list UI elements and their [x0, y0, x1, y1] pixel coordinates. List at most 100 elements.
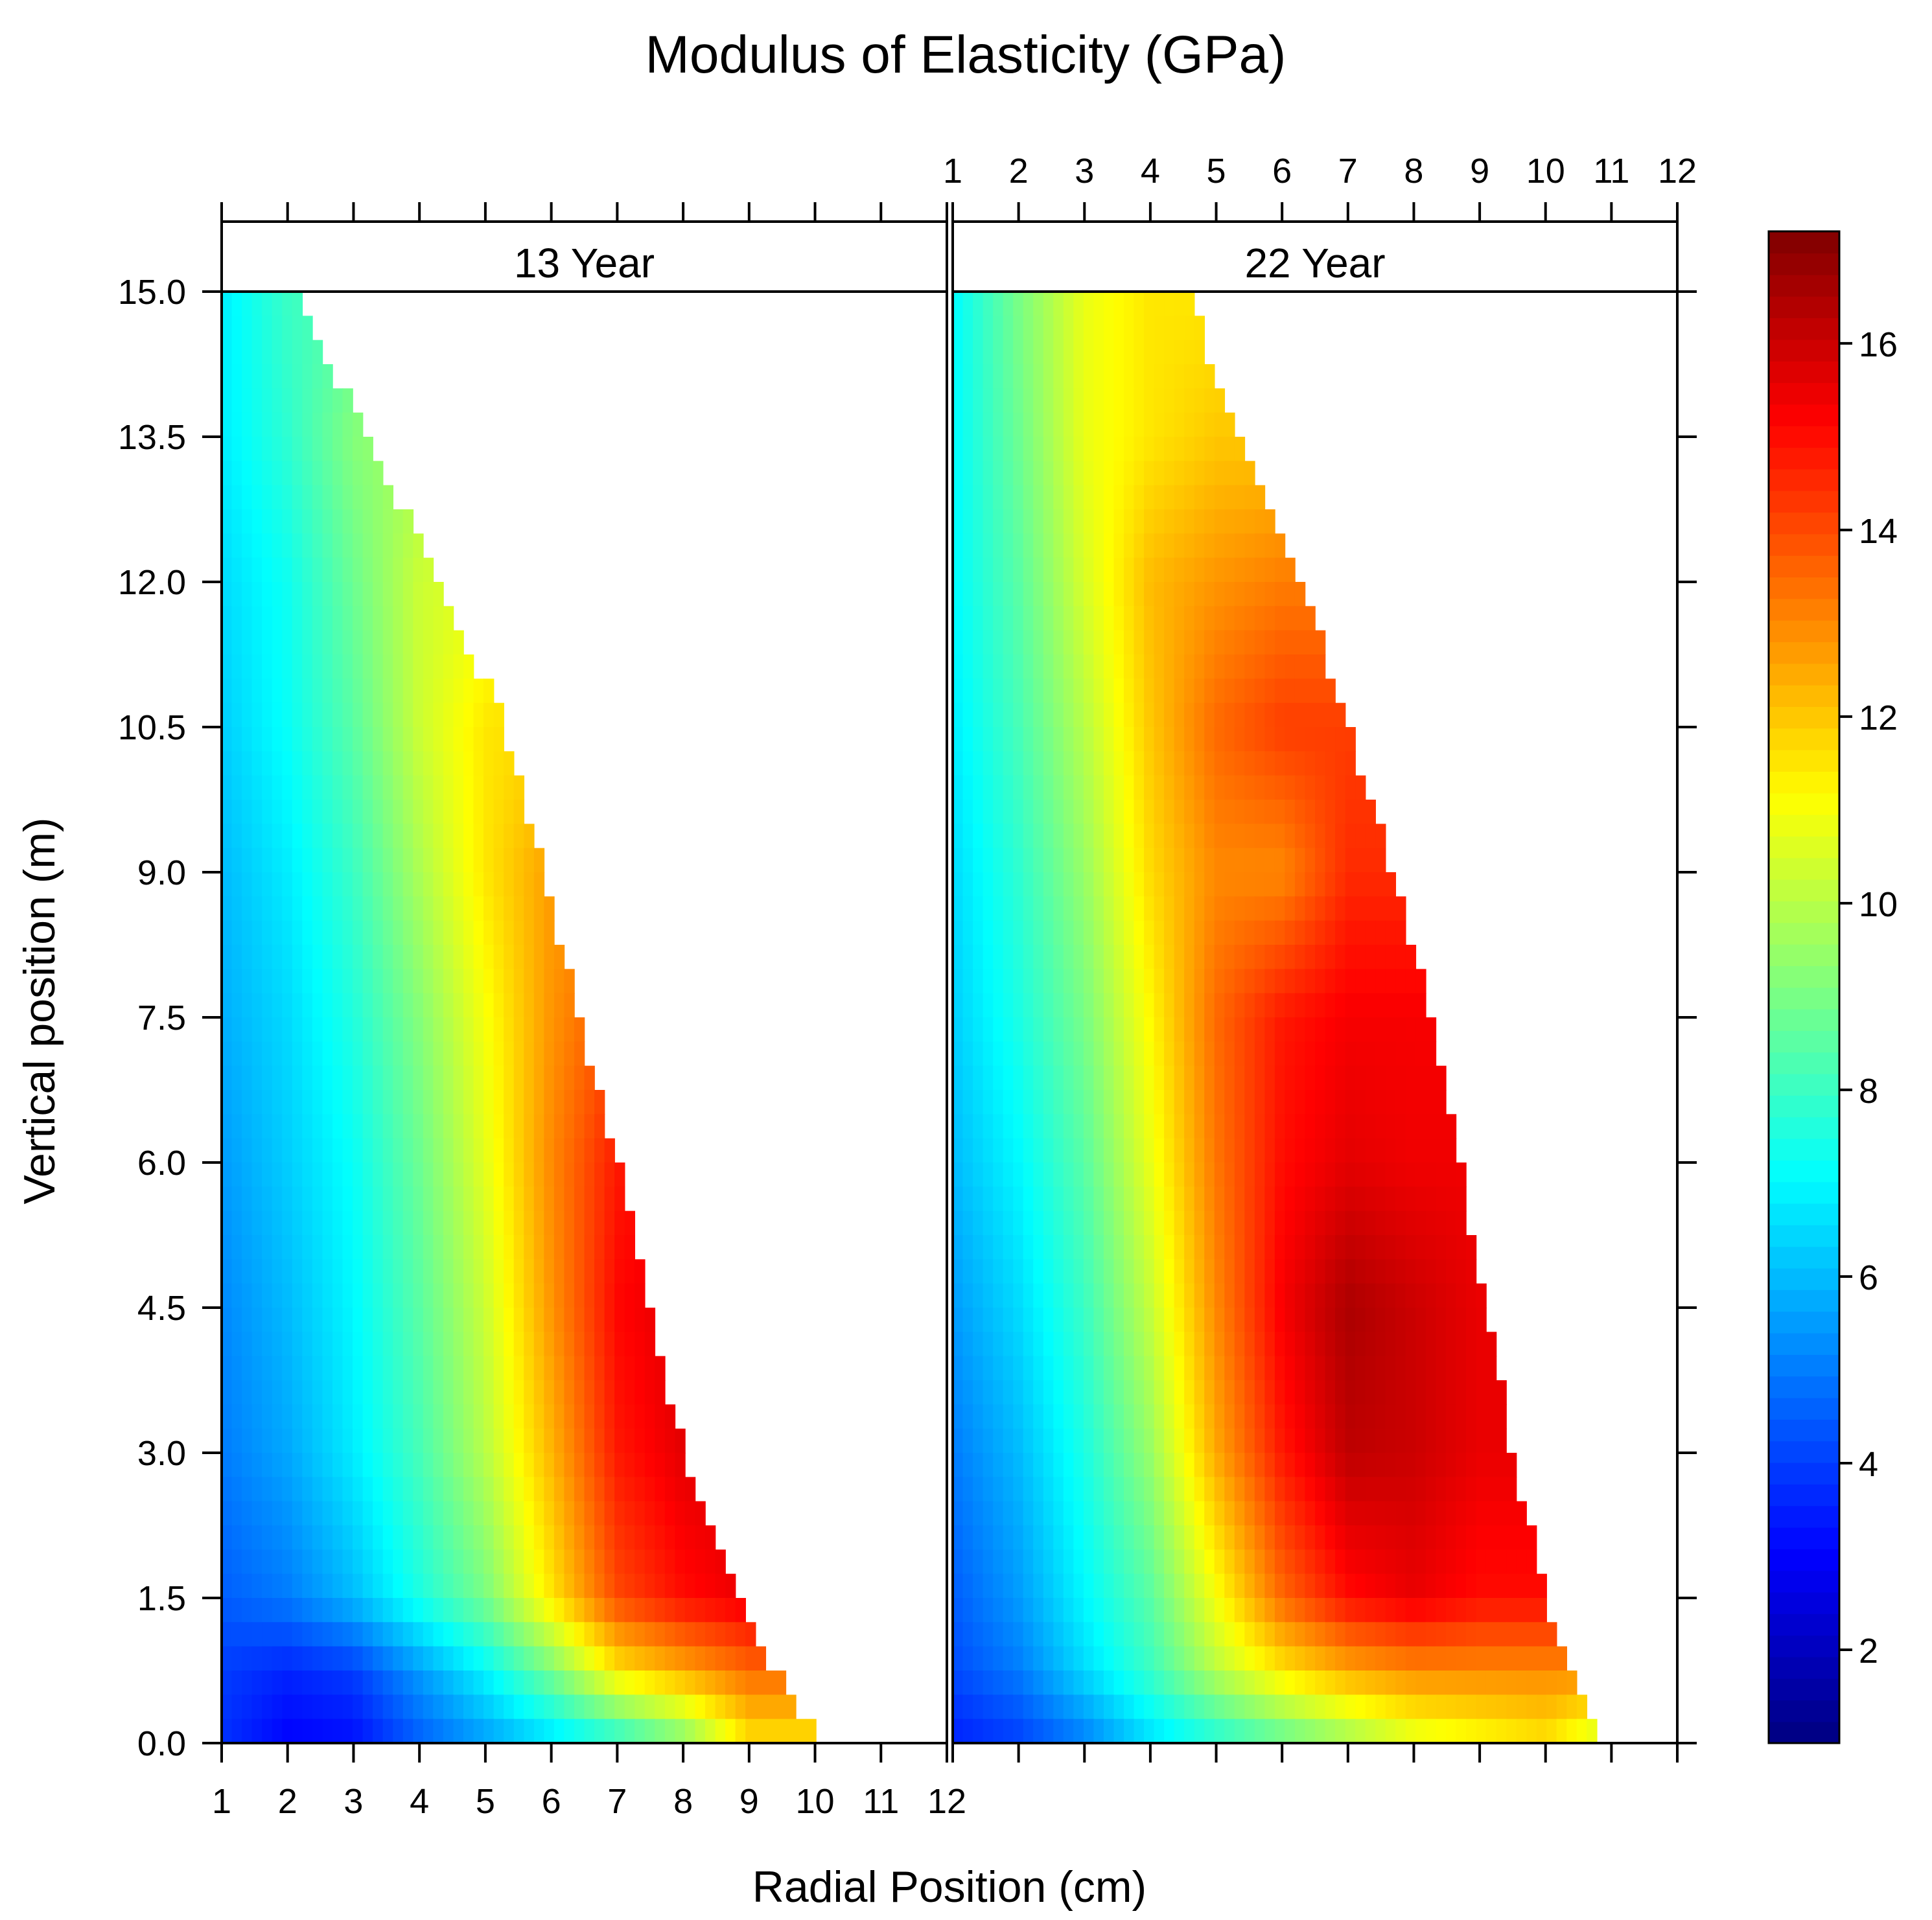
heatmap-cell [962, 582, 973, 607]
heatmap-cell [1073, 872, 1084, 897]
heatmap-cell [1204, 364, 1215, 389]
heatmap-cell [1335, 1259, 1346, 1284]
heatmap-cell [1456, 1162, 1467, 1188]
heatmap-cell [953, 1332, 964, 1357]
colorbar-band [1769, 1052, 1839, 1074]
heatmap-cell [634, 1283, 646, 1308]
heatmap-cell [373, 896, 384, 921]
heatmap-cell [1023, 340, 1034, 365]
heatmap-cell [473, 751, 484, 776]
heatmap-cell [1405, 1477, 1417, 1502]
heatmap-cell [312, 1090, 323, 1115]
colorbar-band [1769, 749, 1839, 772]
heatmap-cell [463, 1090, 474, 1115]
heatmap-cell [1425, 1622, 1437, 1647]
heatmap-cell [312, 1646, 323, 1671]
heatmap-cell [614, 1259, 625, 1284]
x-tick-label-top: 6 [1272, 152, 1292, 191]
heatmap-cell [443, 775, 454, 800]
heatmap-cell [533, 945, 545, 970]
heatmap-cell [443, 630, 454, 655]
heatmap-cell [292, 1646, 303, 1671]
heatmap-cell [1234, 533, 1246, 559]
heatmap-cell [443, 1041, 454, 1067]
heatmap-cell [1063, 292, 1075, 317]
heatmap-cell [433, 1646, 444, 1671]
heatmap-cell [1053, 1259, 1064, 1284]
heatmap-cell [1415, 1549, 1426, 1575]
heatmap-cell [373, 1573, 384, 1599]
heatmap-cell [402, 1549, 414, 1575]
heatmap-cell [473, 896, 484, 921]
heatmap-cell [962, 945, 973, 970]
heatmap-cell [513, 824, 525, 849]
heatmap-cell [1053, 437, 1064, 462]
heatmap-cell [1184, 1114, 1195, 1139]
heatmap-cell [1315, 630, 1326, 655]
heatmap-cell [1134, 1041, 1145, 1067]
heatmap-cell [1294, 848, 1306, 873]
heatmap-cell [1103, 1694, 1115, 1720]
heatmap-cell [1093, 993, 1104, 1018]
heatmap-cell [1154, 775, 1165, 800]
heatmap-cell [1496, 1694, 1507, 1720]
heatmap-cell [983, 292, 994, 317]
heatmap-cell [373, 751, 384, 776]
heatmap-cell [1234, 1477, 1246, 1502]
heatmap-cell [1355, 848, 1366, 873]
heatmap-cell [443, 1453, 454, 1478]
heatmap-cell [1093, 1453, 1104, 1478]
heatmap-cell [1033, 896, 1044, 921]
heatmap-cell [1365, 1162, 1376, 1188]
heatmap-cell [1053, 751, 1064, 776]
heatmap-cell [453, 824, 464, 849]
heatmap-cell [473, 1718, 484, 1744]
heatmap-cell [1144, 824, 1155, 849]
heatmap-cell [353, 1453, 364, 1478]
heatmap-cell [1234, 896, 1246, 921]
heatmap-cell [1103, 1598, 1115, 1623]
heatmap-cell [553, 1646, 565, 1671]
panel-22-year-strip-label: 22 Year [1244, 240, 1385, 286]
heatmap-cell [302, 437, 313, 462]
heatmap-cell [1184, 437, 1195, 462]
heatmap-cell [1254, 485, 1266, 510]
colorbar-band [1769, 598, 1839, 621]
heatmap-cell [1385, 1210, 1397, 1236]
heatmap-cell [1023, 485, 1034, 510]
heatmap-cell [584, 1065, 595, 1091]
heatmap-cell [1083, 1090, 1095, 1115]
heatmap-cell [463, 1041, 474, 1067]
panel-frame [220, 220, 948, 1744]
heatmap-cell [1214, 1573, 1226, 1599]
heatmap-cell [1003, 412, 1014, 437]
heatmap-cell [553, 1235, 565, 1260]
heatmap-cell [332, 1477, 343, 1502]
heatmap-cell [1083, 920, 1095, 945]
heatmap-cell [342, 606, 353, 631]
heatmap-cell [1345, 1646, 1356, 1671]
heatmap-cell [393, 654, 404, 680]
heatmap-cell [504, 1235, 515, 1260]
heatmap-cell [1285, 872, 1296, 897]
heatmap-cell [1093, 630, 1104, 655]
heatmap-cell [1305, 1308, 1316, 1333]
heatmap-cell [1425, 1549, 1437, 1575]
heatmap-cell [322, 702, 333, 728]
heatmap-cell [292, 557, 303, 583]
heatmap-cell [1043, 340, 1054, 365]
heatmap-cell [1345, 1549, 1356, 1575]
heatmap-cell [493, 1138, 504, 1163]
heatmap-cell [1465, 1404, 1477, 1429]
heatmap-cell [1194, 1718, 1205, 1744]
heatmap-cell [1305, 1332, 1316, 1357]
heatmap-cell [1335, 848, 1346, 873]
heatmap-cell [1174, 654, 1185, 680]
heatmap-cell [983, 1380, 994, 1405]
heatmap-cell [423, 1404, 434, 1429]
heatmap-cell [222, 1138, 233, 1163]
heatmap-cell [1224, 557, 1235, 583]
heatmap-cell [1073, 1259, 1084, 1284]
heatmap-cell [493, 1453, 504, 1478]
heatmap-cell [443, 751, 454, 776]
